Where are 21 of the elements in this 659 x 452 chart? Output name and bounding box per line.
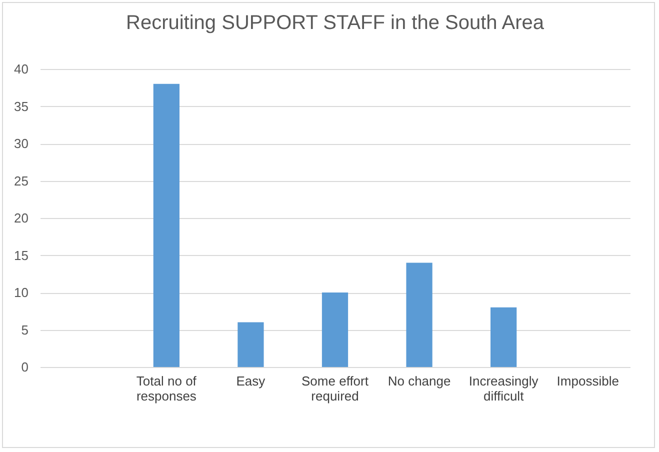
x-tick-label: No change — [388, 374, 451, 388]
y-tick-label: 30 — [14, 136, 28, 151]
x-tick-label: Impossible — [556, 374, 619, 388]
bar — [490, 307, 517, 367]
y-tick-label: 20 — [14, 210, 28, 226]
y-tick-label: 40 — [14, 62, 28, 76]
y-tick-label: 25 — [14, 173, 28, 188]
y-tick-label: 10 — [14, 285, 28, 300]
y-tick-label: 0 — [21, 360, 28, 374]
y-tick-label: 35 — [14, 98, 28, 114]
x-tick-label: Total no of responses — [136, 374, 197, 404]
y-tick-label: 5 — [21, 322, 28, 338]
bar — [406, 262, 432, 367]
bar — [153, 84, 180, 367]
chart-title: Recruiting SUPPORT STAFF in the South Area — [126, 12, 545, 34]
y-tick-label: 15 — [14, 248, 28, 263]
bar — [238, 322, 264, 367]
x-tick-label: Easy — [236, 374, 266, 388]
x-tick-label: Some effort required — [302, 374, 369, 404]
bar — [322, 292, 348, 367]
x-tick-label: Increasingly difficult — [468, 374, 539, 404]
